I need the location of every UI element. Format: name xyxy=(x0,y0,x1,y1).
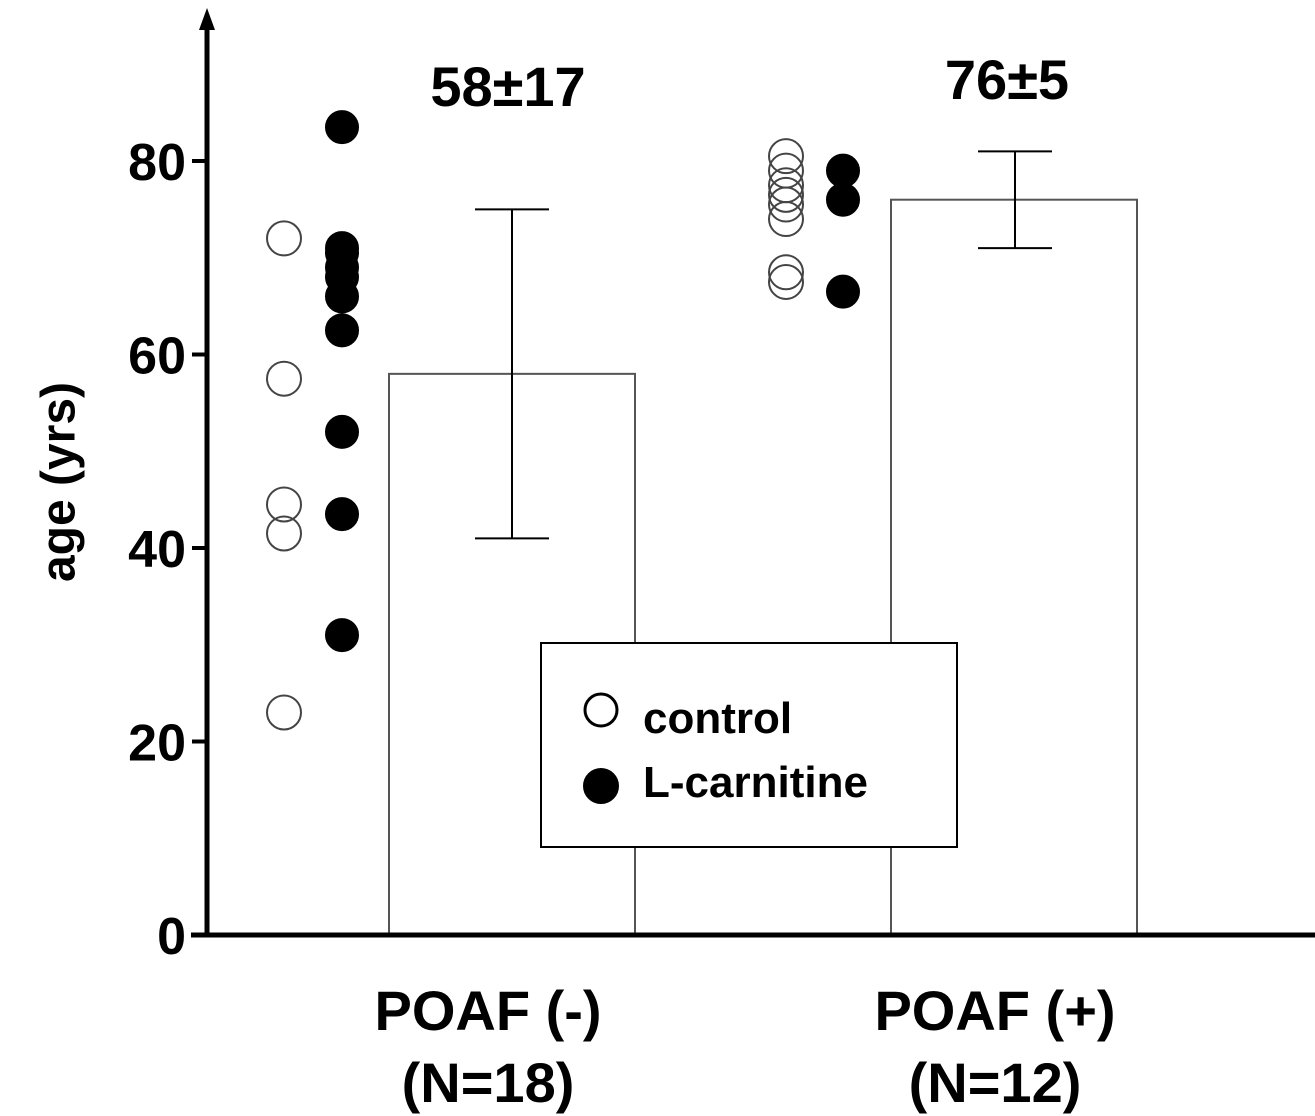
legend-label-l-carnitine: L-carnitine xyxy=(643,758,868,807)
control-point-poaf-pos xyxy=(768,201,804,238)
category-label-poaf-pos: POAF (+) xyxy=(874,979,1115,1042)
legend: control L-carnitine xyxy=(540,642,958,848)
control-point-poaf-neg xyxy=(266,360,302,397)
l-carnitine-point-poaf-neg xyxy=(325,313,359,348)
legend-box xyxy=(540,642,958,848)
error-bar-poaf-neg xyxy=(475,208,549,540)
control-point-poaf-pos xyxy=(768,254,804,291)
y-tick-label: 40 xyxy=(128,521,186,579)
category-label-poaf-neg: POAF (-) xyxy=(374,979,601,1042)
category-sample-size-poaf-pos: (N=12) xyxy=(909,1051,1082,1114)
l-carnitine-point-poaf-neg xyxy=(325,110,359,145)
l-carnitine-point-poaf-neg xyxy=(325,618,359,653)
y-axis-label: age (yrs) xyxy=(33,382,86,582)
l-carnitine-point-poaf-pos xyxy=(826,182,860,217)
y-axis-arrow xyxy=(199,8,215,30)
control-point-poaf-pos xyxy=(768,186,804,223)
l-carnitine-point-poaf-pos xyxy=(826,274,860,309)
y-tick-label: 20 xyxy=(128,715,186,773)
axes-layer: 0 20 40 60 80 xyxy=(128,8,1315,966)
y-tick-label: 80 xyxy=(128,134,186,192)
control-point-poaf-neg xyxy=(266,694,302,731)
y-tick-label: 60 xyxy=(128,328,186,386)
control-point-poaf-pos xyxy=(768,263,804,300)
legend-label-control: control xyxy=(643,694,792,743)
control-point-poaf-pos xyxy=(768,176,804,213)
l-carnitine-point-poaf-neg xyxy=(325,414,359,449)
bar-annotation-poaf-pos: 76±5 xyxy=(945,48,1069,111)
control-point-poaf-neg xyxy=(266,486,302,523)
control-point-poaf-pos xyxy=(768,138,804,175)
l-carnitine-point-poaf-neg xyxy=(325,279,359,314)
category-sample-size-poaf-neg: (N=18) xyxy=(402,1051,575,1114)
legend-marker-l-carnitine xyxy=(583,768,619,804)
legend-marker-control xyxy=(583,692,619,728)
control-point-poaf-neg xyxy=(266,515,302,552)
error-bars-layer xyxy=(475,150,1052,540)
l-carnitine-point-poaf-pos xyxy=(826,153,860,188)
control-point-poaf-neg xyxy=(266,220,302,257)
error-bar-poaf-pos xyxy=(978,150,1052,250)
l-carnitine-point-poaf-neg xyxy=(325,497,359,532)
data-points-layer xyxy=(266,110,860,731)
bar-annotation-poaf-neg: 58±17 xyxy=(430,55,585,118)
y-tick-label: 0 xyxy=(157,908,186,966)
